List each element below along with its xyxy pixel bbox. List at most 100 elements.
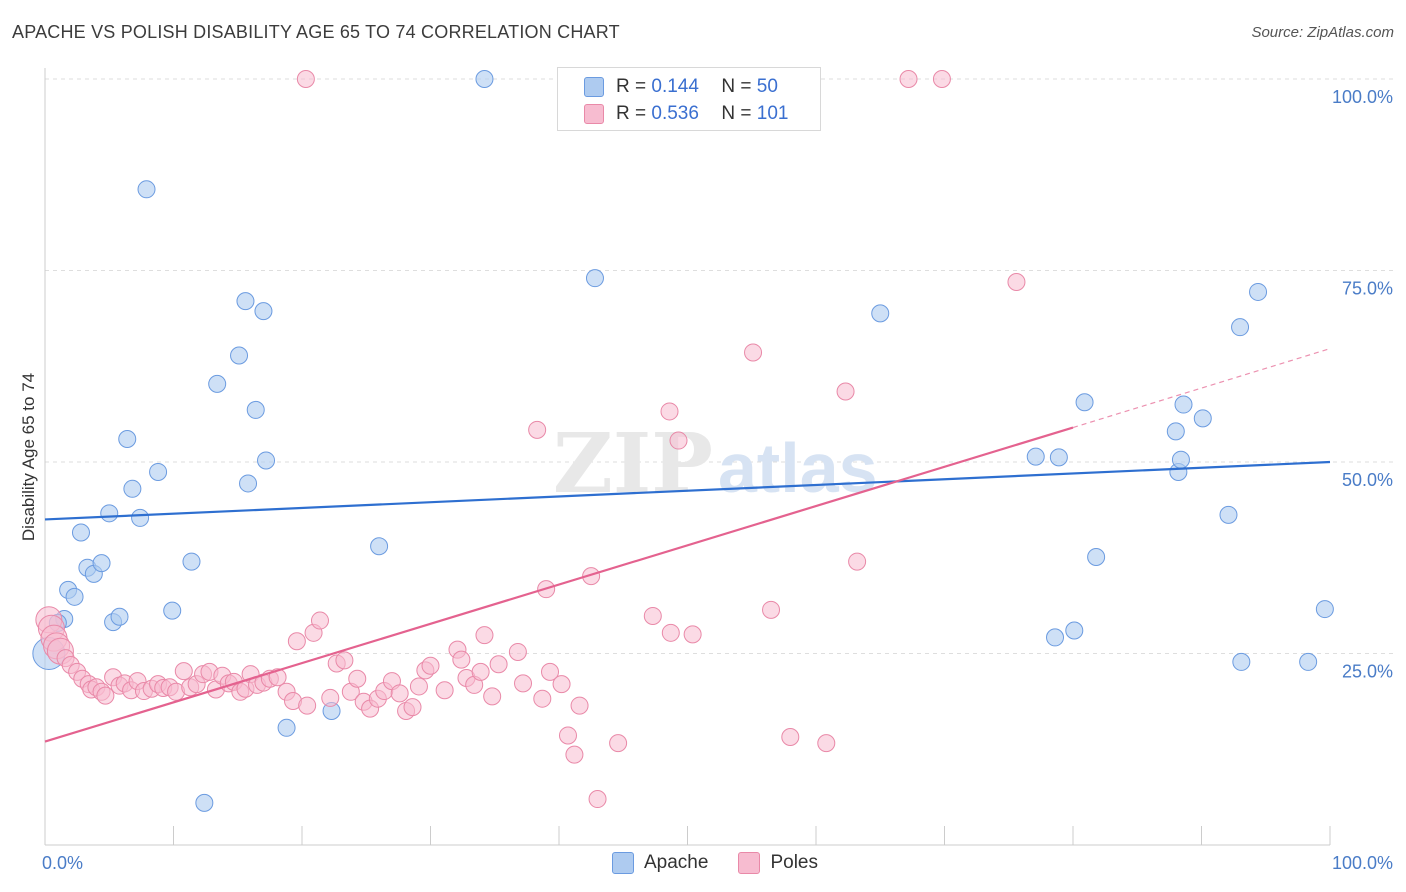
poles-point [533, 689, 552, 708]
apache-point [110, 607, 129, 626]
apache-point [1315, 600, 1334, 619]
apache-point [254, 302, 273, 321]
legend-r-apache: 0.144 [651, 76, 699, 97]
legend-r-label: R = [616, 103, 647, 124]
apache-point [370, 537, 389, 556]
poles-point [528, 420, 547, 439]
poles-point [609, 734, 628, 753]
apache-point [277, 718, 296, 737]
poles-point [836, 382, 855, 401]
poles-point [899, 70, 918, 88]
poles-point [390, 684, 409, 703]
apache-point [1049, 448, 1068, 467]
legend-n-apache: 50 [756, 76, 778, 97]
poles-trend-line [44, 426, 1074, 743]
x-tick-label: 100.0% [1332, 853, 1393, 873]
series-legend-apache[interactable]: Apache [612, 852, 708, 874]
poles-point [321, 688, 340, 707]
apache-point [149, 462, 168, 481]
poles-point [565, 745, 584, 764]
apache-point [475, 70, 494, 88]
y-tick-label: 100.0% [1332, 87, 1393, 107]
correlation-legend: R = 0.144 N = 50 R = 0.536 N = 101 [557, 67, 821, 131]
series-legend-label-poles: Poles [770, 852, 818, 873]
poles-point [268, 668, 287, 687]
poles-point [552, 675, 571, 694]
legend-row-poles: R = 0.536 N = 101 [584, 101, 788, 127]
apache-point [230, 346, 249, 365]
series-apache [32, 70, 1334, 812]
apache-point [1046, 628, 1065, 647]
legend-swatch-apache [584, 77, 604, 97]
series-legend-swatch-poles [738, 852, 761, 874]
poles-point [310, 611, 329, 630]
apache-point [182, 552, 201, 571]
poles-point [582, 567, 601, 586]
apache-point [1299, 652, 1318, 671]
poles-point [483, 687, 502, 706]
series-legend-swatch-apache [612, 852, 634, 874]
apache-point [236, 292, 255, 311]
poles-point [435, 681, 454, 700]
legend-n-label: N = [721, 76, 752, 97]
poles-point [409, 677, 428, 696]
legend-swatch-poles [584, 104, 604, 124]
poles-point [817, 734, 836, 753]
apache-point [65, 587, 84, 606]
poles-point [475, 626, 494, 645]
poles-point [1007, 272, 1026, 291]
poles-point [298, 696, 317, 715]
poles-point [452, 650, 471, 669]
apache-point [585, 269, 604, 288]
apache-point [1249, 282, 1268, 301]
legend-row-apache: R = 0.144 N = 50 [584, 74, 778, 100]
y-axis-label: Disability Age 65 to 74 [19, 373, 38, 541]
apache-point [195, 793, 214, 812]
apache-point [1075, 393, 1094, 412]
apache-point [1087, 547, 1106, 566]
poles-point [558, 726, 577, 745]
axes [44, 68, 1331, 846]
apache-point [1166, 422, 1185, 441]
x-tick-label: 0.0% [42, 853, 83, 873]
watermark-zip: ZIP [553, 416, 713, 512]
y-tick-label: 75.0% [1342, 279, 1393, 299]
poles-point [932, 70, 951, 88]
apache-point [131, 508, 150, 527]
poles-point [781, 727, 800, 746]
apache-point [1174, 395, 1193, 414]
apache-point [123, 479, 142, 498]
apache-point [1026, 447, 1045, 466]
poles-point [643, 606, 662, 625]
poles-point [287, 632, 306, 651]
legend-n-label: N = [721, 103, 752, 124]
poles-point [421, 656, 440, 675]
poles-point [683, 625, 702, 644]
poles-point [296, 70, 315, 88]
apache-point [100, 504, 119, 523]
apache-point [137, 180, 156, 199]
x-tick-labels: 0.0% 100.0% [42, 853, 1393, 873]
series-poles [35, 70, 1026, 809]
poles-point [588, 790, 607, 809]
apache-point [1171, 450, 1190, 469]
trend-lines [44, 348, 1331, 743]
apache-point [118, 430, 137, 449]
poles-point [514, 674, 533, 693]
apache-point [246, 400, 265, 419]
poles-point [174, 662, 193, 681]
series-legend: Apache Poles [612, 852, 848, 874]
poles-point [669, 431, 688, 450]
apache-point [71, 523, 90, 542]
series-legend-poles[interactable]: Poles [738, 852, 818, 874]
apache-trend-line [44, 460, 1331, 521]
poles-point [489, 655, 508, 674]
poles-point [848, 552, 867, 571]
watermark: ZIP atlas [553, 416, 878, 512]
poles-point [762, 600, 781, 619]
poles-point [508, 642, 527, 661]
poles-point [348, 669, 367, 688]
y-tick-labels: 25.0% 50.0% 75.0% 100.0% [1332, 87, 1393, 682]
poles-point [661, 623, 680, 642]
grid-lines [45, 78, 1393, 654]
